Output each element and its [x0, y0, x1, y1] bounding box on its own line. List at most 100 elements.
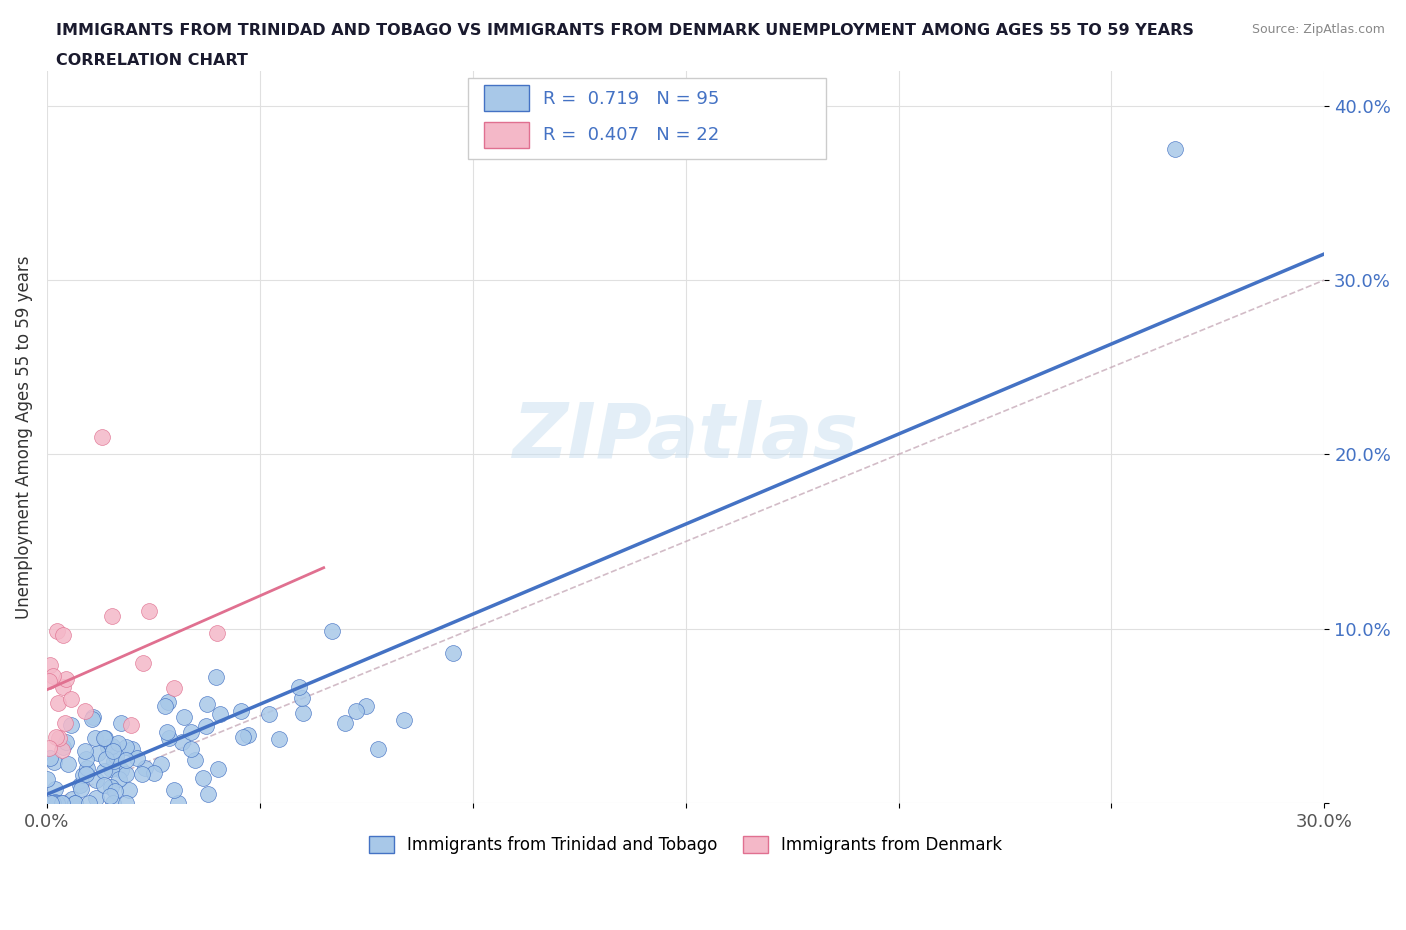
Point — [191, 771, 214, 786]
Point — [44, 755, 66, 770]
Point — [103, 753, 125, 768]
Point — [101, 796, 124, 811]
Point — [56, 757, 79, 772]
Point — [35, 772, 58, 787]
Point — [46, 696, 69, 711]
Point — [70, 781, 93, 796]
Point — [80, 711, 103, 726]
Y-axis label: Unemployment Among Ages 55 to 59 years: Unemployment Among Ages 55 to 59 years — [15, 255, 32, 618]
Point — [91, 430, 114, 445]
Point — [98, 789, 121, 804]
Point — [288, 680, 311, 695]
Point — [195, 696, 218, 711]
Point — [39, 796, 62, 811]
Point — [194, 719, 217, 734]
Point — [118, 783, 141, 798]
Point — [115, 752, 138, 767]
Point — [38, 740, 60, 755]
Point — [72, 768, 94, 783]
Point — [46, 796, 69, 811]
Bar — [484, 122, 529, 148]
Point — [132, 656, 155, 671]
Legend: Immigrants from Trinidad and Tobago, Immigrants from Denmark: Immigrants from Trinidad and Tobago, Imm… — [363, 830, 1010, 860]
Point — [134, 760, 156, 775]
Point — [172, 735, 194, 750]
Point — [163, 681, 186, 696]
Point — [205, 670, 228, 684]
Point — [51, 796, 73, 811]
Point — [157, 730, 180, 745]
Point — [55, 716, 77, 731]
Point — [127, 751, 149, 765]
Point — [392, 712, 415, 727]
Point — [321, 623, 343, 638]
Point — [46, 623, 69, 638]
Point — [60, 717, 83, 732]
Point — [97, 739, 120, 754]
Point — [59, 692, 82, 707]
Point — [291, 705, 314, 720]
Point — [75, 766, 97, 781]
Point — [229, 703, 252, 718]
Point — [354, 699, 377, 714]
Point — [167, 796, 190, 811]
Point — [55, 735, 77, 750]
Point — [84, 790, 107, 805]
Point — [114, 766, 136, 781]
Point — [121, 741, 143, 756]
Point — [153, 698, 176, 713]
Point — [155, 724, 177, 739]
Point — [62, 791, 84, 806]
Point — [52, 680, 75, 695]
Point — [76, 761, 98, 776]
Point — [257, 707, 280, 722]
Point — [75, 751, 97, 766]
Point — [44, 794, 66, 809]
Bar — [484, 86, 529, 111]
Point — [101, 744, 124, 759]
Point — [138, 604, 160, 618]
Point — [51, 628, 73, 643]
Point — [100, 779, 122, 794]
Text: ZIPatlas: ZIPatlas — [513, 400, 859, 474]
Point — [84, 731, 107, 746]
Point — [77, 796, 100, 811]
Point — [38, 658, 60, 672]
Point — [232, 729, 254, 744]
Point — [100, 608, 122, 623]
Point — [180, 724, 202, 739]
Point — [48, 731, 70, 746]
Point — [101, 739, 124, 754]
Point — [55, 671, 77, 686]
Point — [291, 691, 314, 706]
Point — [94, 751, 117, 766]
Point — [110, 716, 132, 731]
Bar — [468, 78, 827, 159]
Point — [114, 739, 136, 754]
Point — [93, 731, 115, 746]
Point — [114, 796, 136, 811]
Point — [344, 703, 367, 718]
Point — [75, 704, 97, 719]
Point — [173, 710, 195, 724]
Point — [51, 739, 73, 754]
Text: Source: ZipAtlas.com: Source: ZipAtlas.com — [1251, 23, 1385, 36]
Point — [143, 766, 166, 781]
Point — [94, 731, 117, 746]
Point — [87, 746, 110, 761]
Point — [100, 761, 122, 776]
Point — [65, 796, 87, 811]
Point — [107, 736, 129, 751]
Point — [269, 732, 291, 747]
Point — [38, 673, 60, 688]
Text: R =  0.407   N = 22: R = 0.407 N = 22 — [543, 126, 718, 144]
Text: CORRELATION CHART: CORRELATION CHART — [56, 53, 247, 68]
Point — [73, 743, 96, 758]
Point — [63, 796, 86, 811]
Point — [163, 783, 186, 798]
Point — [131, 766, 153, 781]
Point — [183, 752, 205, 767]
Point — [205, 626, 228, 641]
Point — [156, 695, 179, 710]
Point — [207, 762, 229, 777]
